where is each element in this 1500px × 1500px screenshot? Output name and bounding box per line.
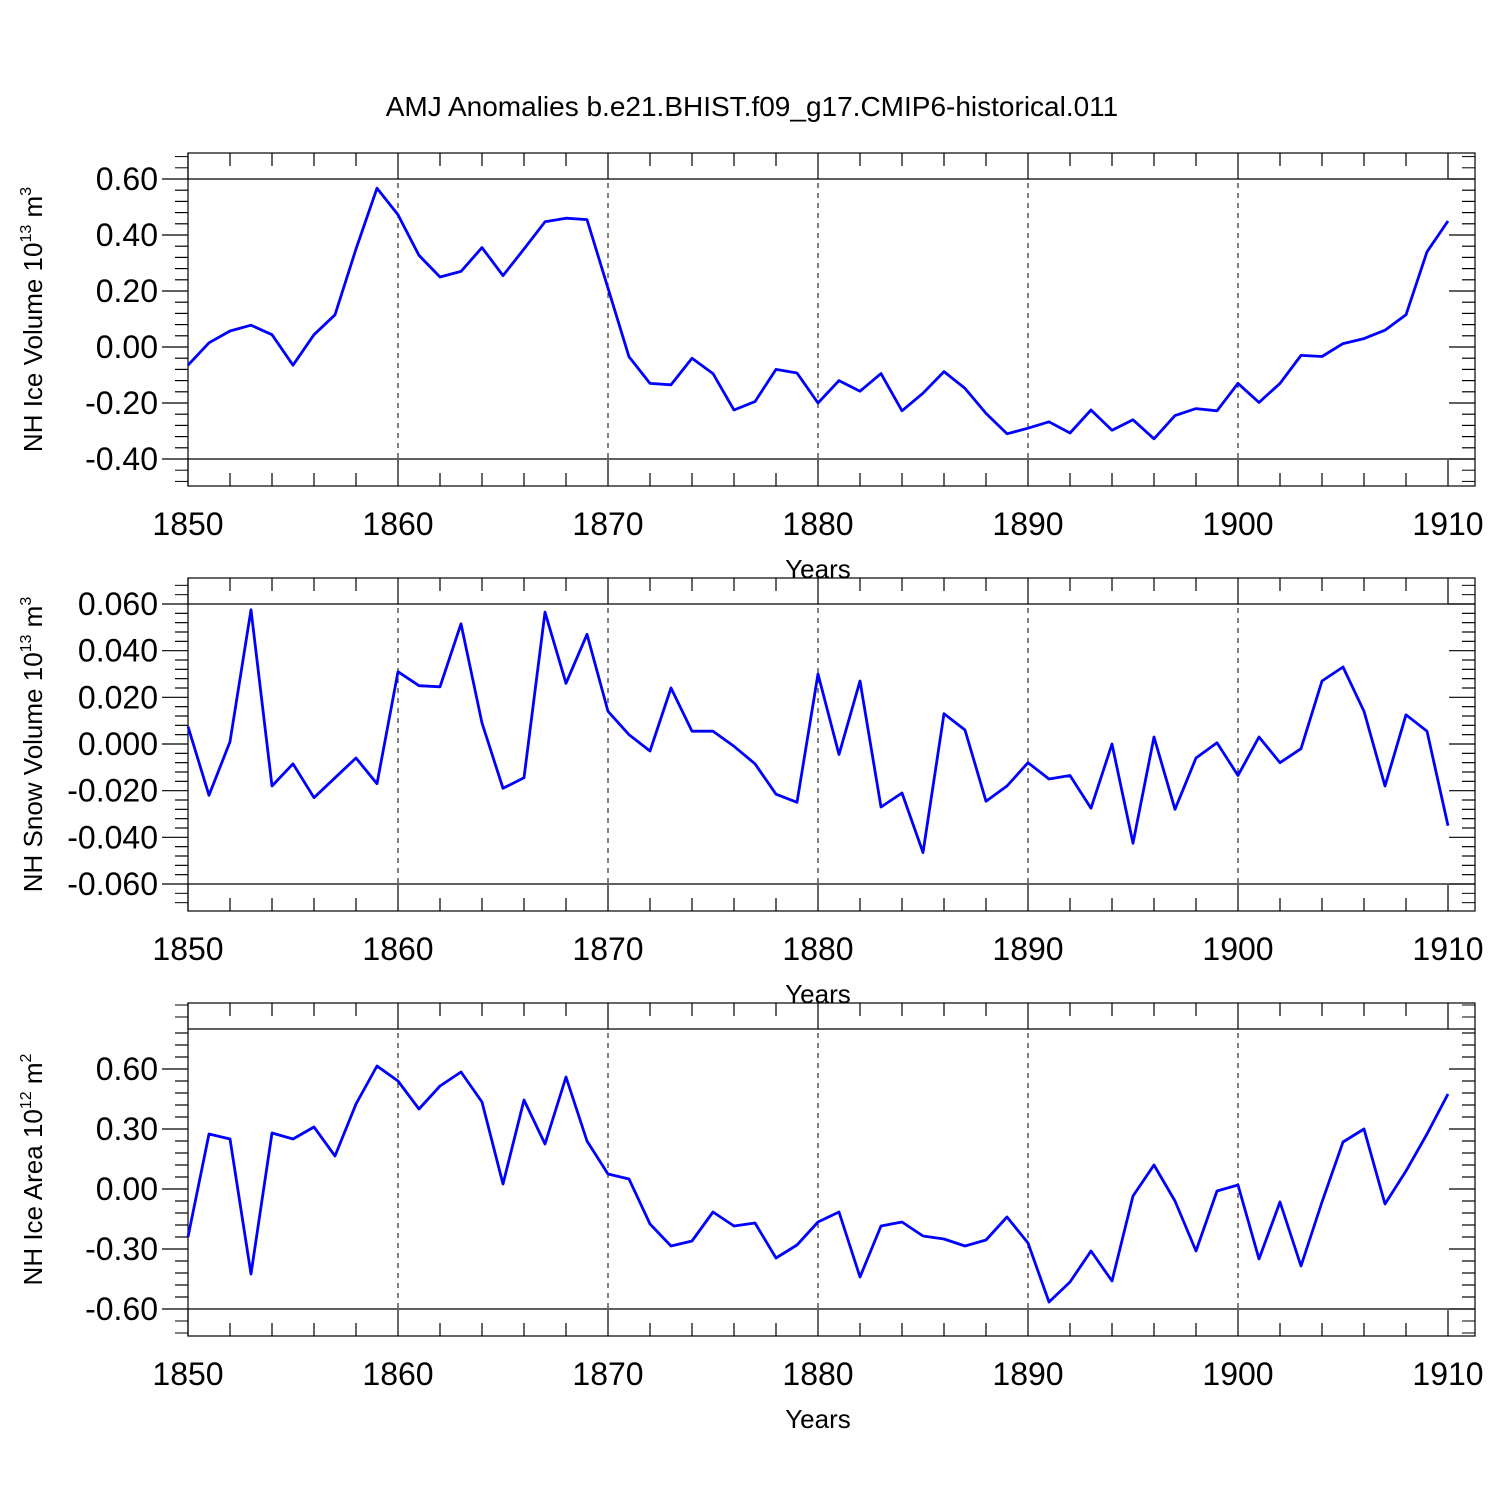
x-tick-label: 1880 xyxy=(782,931,853,967)
y-tick-label: -0.40 xyxy=(85,441,158,477)
x-tick-label: 1870 xyxy=(572,1356,643,1392)
x-axis-title: Years xyxy=(785,1404,851,1434)
data-series-line xyxy=(186,186,1450,441)
y-tick-label: 0.40 xyxy=(96,217,158,253)
x-tick-label: 1900 xyxy=(1202,931,1273,967)
snow-volume-panel: -0.060 -0.040 -0.020 0.000 0.020 0.040 0.060 18… xyxy=(18,577,1484,1009)
x-tick-label: 1860 xyxy=(362,1356,433,1392)
x-tick-label: 1910 xyxy=(1412,931,1483,967)
y-tick-label: 0.60 xyxy=(96,1051,158,1087)
x-tick-label: 1890 xyxy=(992,931,1063,967)
x-tick-label: 1870 xyxy=(572,931,643,967)
x-tick-label: 1860 xyxy=(362,931,433,967)
x-tick-label: 1890 xyxy=(992,506,1063,542)
x-tick-label: 1900 xyxy=(1202,1356,1273,1392)
y-tick-label: 0.00 xyxy=(96,1171,158,1207)
data-series-line xyxy=(186,608,1450,854)
y-tick-label: -0.020 xyxy=(67,773,158,809)
y-tick-label: 0.040 xyxy=(78,633,158,669)
x-tick-label: 1890 xyxy=(992,1356,1063,1392)
y-tick-label: -0.30 xyxy=(85,1231,158,1267)
ice-area-panel: -0.60 -0.30 0.00 0.30 0.60 1850 1860 1870 1880 18… xyxy=(18,1002,1484,1434)
x-tick-label: 1910 xyxy=(1412,1356,1483,1392)
figure-title: AMJ Anomalies b.e21.BHIST.f09_g17.CMIP6-… xyxy=(386,91,1119,122)
data-series-line xyxy=(186,1064,1450,1304)
y-tick-label: 0.020 xyxy=(78,679,158,715)
y-tick-label: -0.040 xyxy=(67,819,158,855)
x-tick-label: 1850 xyxy=(152,506,223,542)
y-axis-title: NH Ice Area 1012 m2 xyxy=(18,1053,48,1285)
x-tick-label: 1870 xyxy=(572,506,643,542)
plot-frame xyxy=(187,1002,1476,1337)
x-tick-label: 1860 xyxy=(362,506,433,542)
ice-volume-panel: -0.40 -0.20 0.00 0.20 0.40 0.60 1850 1860 1870 18… xyxy=(18,152,1484,584)
y-tick-label: 0.060 xyxy=(78,586,158,622)
y-tick-label: -0.60 xyxy=(85,1291,158,1327)
y-tick-label: 0.30 xyxy=(96,1111,158,1147)
x-tick-label: 1880 xyxy=(782,506,853,542)
plot-frame xyxy=(187,577,1476,912)
y-axis-title: NH Snow Volume 1013 m3 xyxy=(18,597,48,893)
x-tick-label: 1850 xyxy=(152,1356,223,1392)
x-tick-label: 1900 xyxy=(1202,506,1273,542)
y-tick-label: 0.00 xyxy=(96,329,158,365)
plot-frame xyxy=(187,152,1476,487)
y-tick-label: -0.060 xyxy=(67,866,158,902)
x-tick-label: 1880 xyxy=(782,1356,853,1392)
y-axis-title: NH Ice Volume 1013 m3 xyxy=(18,187,48,452)
x-tick-label: 1910 xyxy=(1412,506,1483,542)
y-tick-label: 0.20 xyxy=(96,273,158,309)
x-tick-label: 1850 xyxy=(152,931,223,967)
y-tick-label: 0.60 xyxy=(96,161,158,197)
y-tick-label: -0.20 xyxy=(85,385,158,421)
y-tick-label: 0.000 xyxy=(78,726,158,762)
